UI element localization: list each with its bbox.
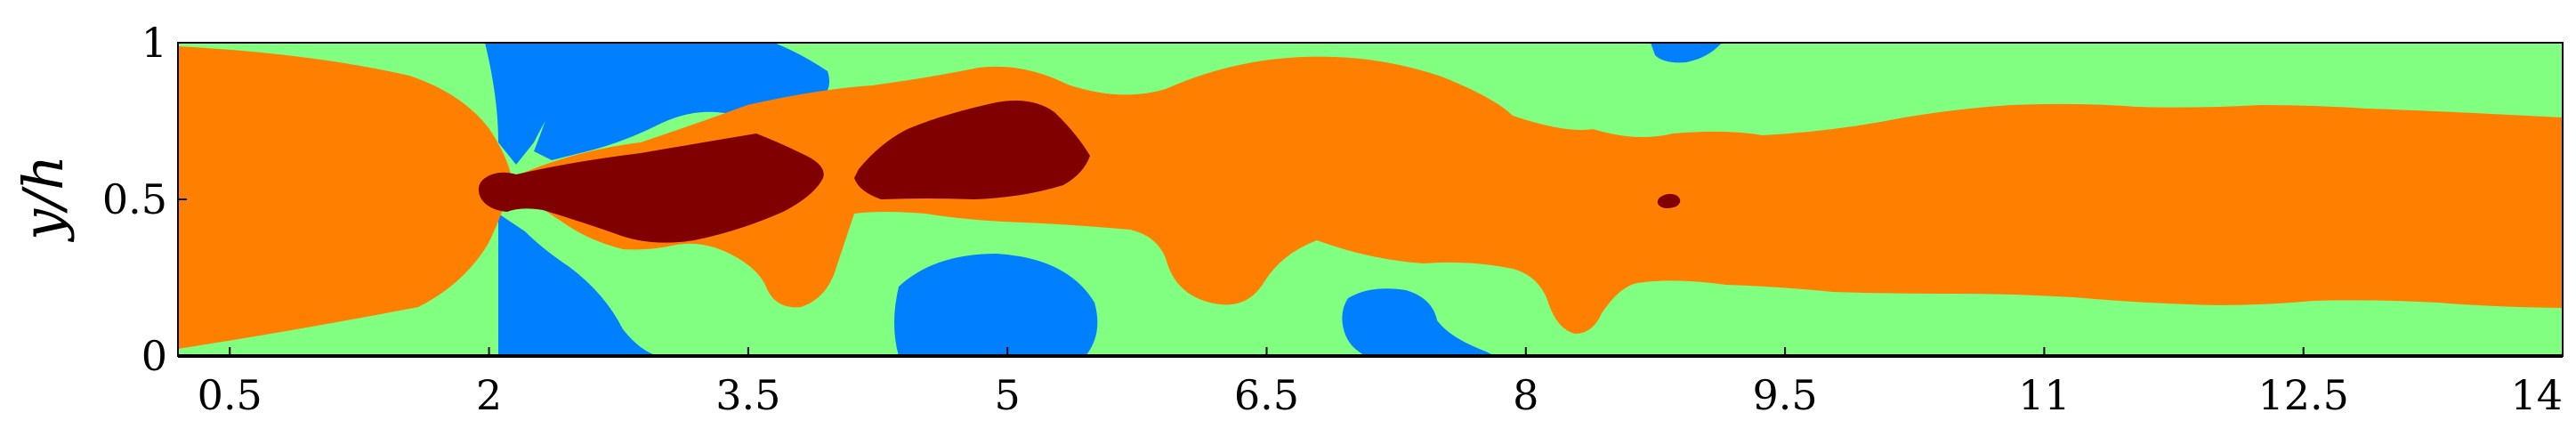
- blue-region-top-left: [485, 43, 582, 165]
- blue-region-top-right: [1651, 43, 1722, 63]
- x-tick-label: 8: [1513, 371, 1538, 419]
- y-ticks: 00.51: [102, 19, 187, 380]
- contour-regions-darkred: [478, 101, 1681, 243]
- orange-region-left: [178, 46, 512, 349]
- darkred-region-left: [478, 134, 824, 243]
- contour-regions-blue: [485, 43, 1722, 356]
- y-tick-label: 1: [141, 19, 167, 67]
- blue-region-bottom-center-b: [1342, 288, 1495, 356]
- y-axis-label: y/h: [11, 155, 76, 243]
- y-tick-label: 0: [141, 332, 167, 380]
- y-tick-label: 0.5: [102, 175, 167, 223]
- x-tick-label: 9.5: [1753, 371, 1818, 419]
- blue-region-bottom-center-a: [894, 254, 1098, 356]
- darkred-region-center: [854, 101, 1090, 199]
- x-tick-label: 3.5: [715, 371, 780, 419]
- x-tick-label: 2: [476, 371, 502, 419]
- x-tick-label: 5: [995, 371, 1021, 419]
- x-ticks: 0.5 2 3.5 5 6.5 8 9.5 11 12.5 14: [198, 347, 2564, 419]
- blue-region-bottom-left: [498, 214, 658, 356]
- x-tick-label: 12.5: [2257, 371, 2348, 419]
- x-tick-label: 0.5: [198, 371, 262, 419]
- blue-region-top-center: [534, 43, 829, 160]
- plot-area: 0.5 2 3.5 5 6.5 8 9.5 11 12.5 14 00.51: [102, 19, 2564, 419]
- darkred-region-speck: [1657, 193, 1681, 208]
- x-tick-label: 11: [2018, 371, 2071, 419]
- x-tick-label: 6.5: [1234, 371, 1299, 419]
- x-tick-label: 14: [2510, 371, 2563, 419]
